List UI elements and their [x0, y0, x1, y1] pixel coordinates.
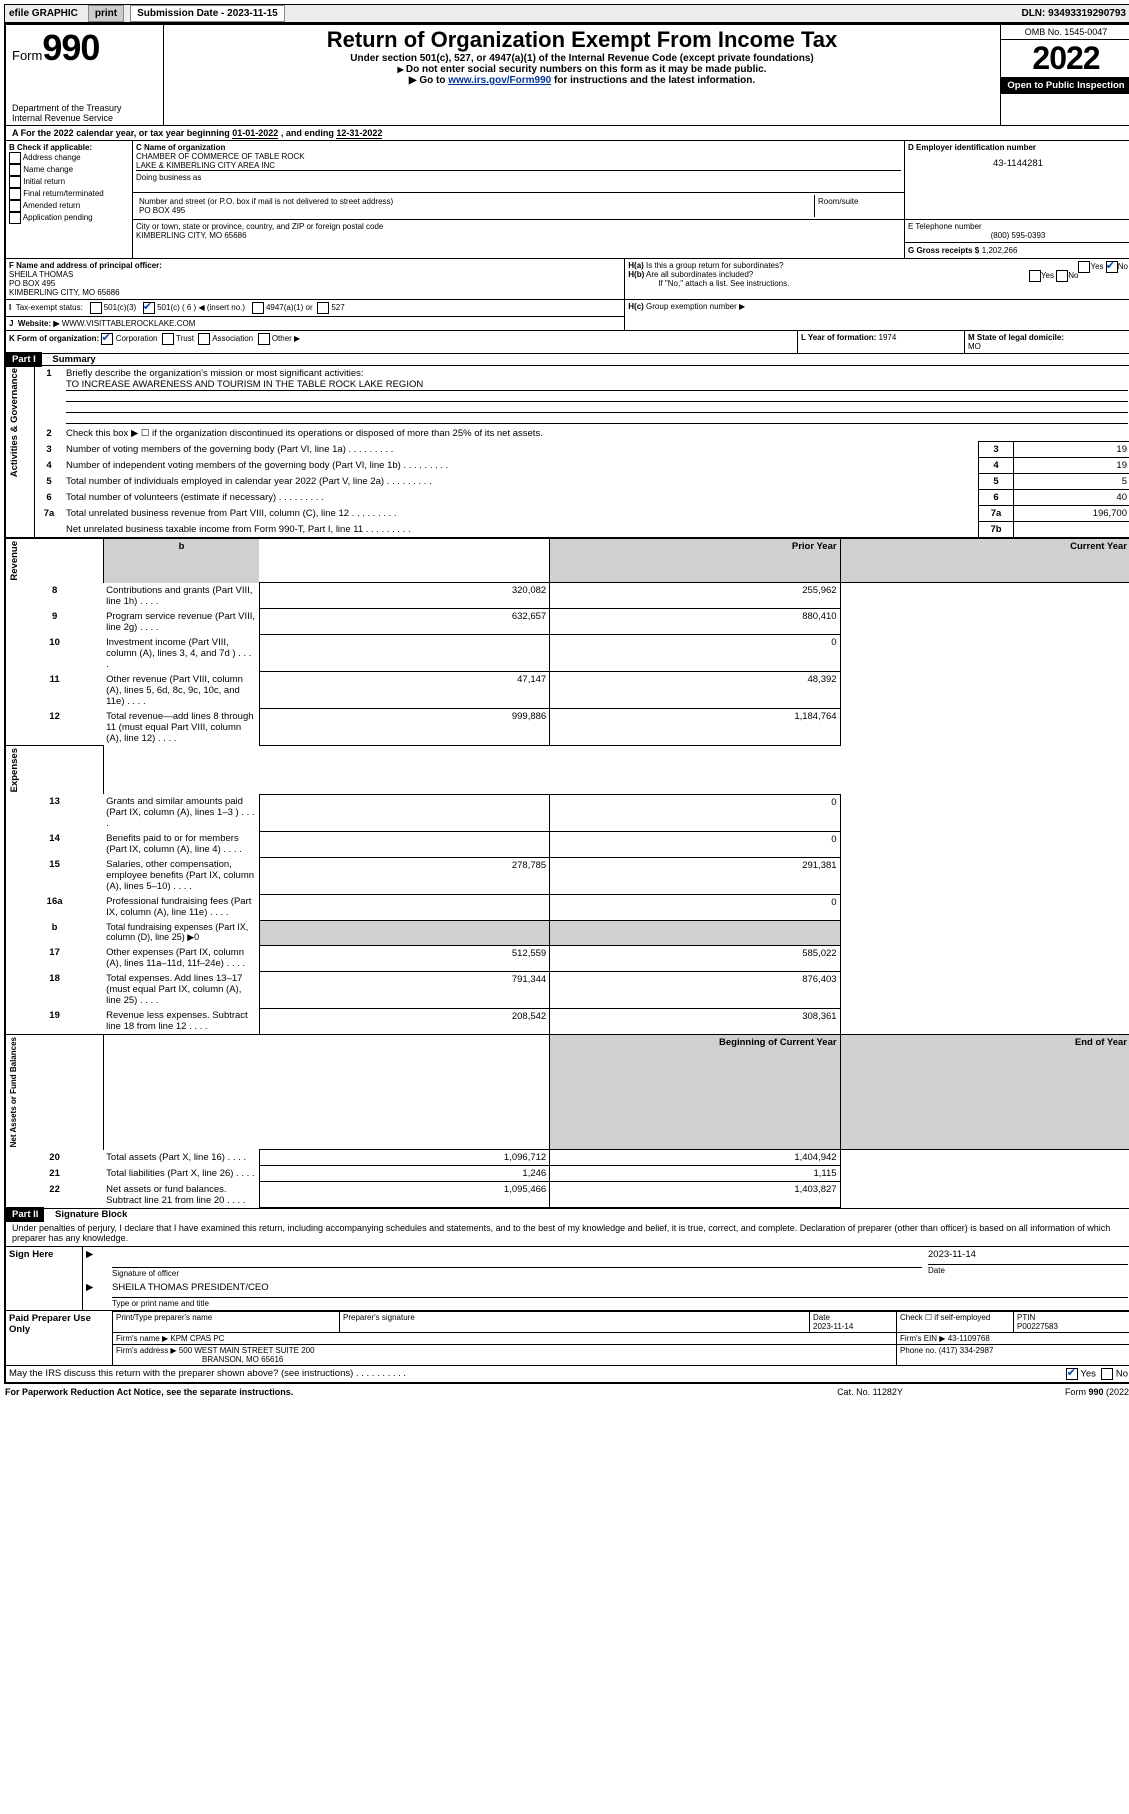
top-action-bar: efile GRAPHIC print Submission Date - 20… — [4, 4, 1129, 23]
signer-name: SHEILA THOMAS PRESIDENT/CEO — [112, 1282, 1128, 1293]
print-button[interactable]: print — [88, 5, 124, 22]
dln-label: DLN: 93493319290793 — [1021, 8, 1129, 19]
addr-value: PO BOX 495 — [139, 206, 811, 215]
form-title: Return of Organization Exempt From Incom… — [170, 27, 994, 53]
ein-value: 43-1144281 — [908, 152, 1128, 175]
form-container: Form990 Department of the Treasury Inter… — [4, 23, 1129, 1384]
officer-name: SHEILA THOMAS — [9, 270, 621, 279]
form-subtitle-2: Do not enter social security numbers on … — [170, 64, 994, 75]
submission-date: Submission Date - 2023-11-15 — [130, 5, 285, 22]
ecy-hdr: End of Year — [840, 1035, 1129, 1150]
q2: Check this box ▶ ☐ if the organization d… — [63, 426, 1129, 442]
sign-here-label: Sign Here — [6, 1247, 83, 1311]
phone-value: (800) 595-0393 — [908, 231, 1128, 240]
open-inspection: Open to Public Inspection — [1001, 77, 1129, 94]
city-label: City or town, state or province, country… — [136, 222, 901, 231]
dba-label: Doing business as — [136, 170, 901, 182]
date-label: Date — [928, 1264, 1128, 1275]
may-discuss: May the IRS discuss this return with the… — [6, 1366, 985, 1382]
room-label: Room/suite — [815, 195, 902, 217]
pp-ptin: PTINP00227583 — [1014, 1312, 1129, 1333]
city-value: KIMBERLING CITY, MO 65686 — [136, 231, 901, 240]
h-c: H(c) Group exemption number ▶ — [625, 300, 1129, 331]
pp-name-label: Print/Type preparer's name — [113, 1312, 340, 1333]
declaration: Under penalties of perjury, I declare th… — [6, 1220, 1129, 1247]
h-b: H(b) Are all subordinates included? Yes … — [628, 270, 1128, 279]
gross-receipts: 1,202,266 — [982, 246, 1018, 255]
prior-year-hdr: Prior Year — [550, 539, 840, 583]
firm-ein: Firm's EIN ▶ 43-1109768 — [897, 1333, 1129, 1345]
form-subtitle-3: ▶ Go to www.irs.gov/Form990 for instruct… — [170, 75, 994, 86]
g-label: G Gross receipts $ — [908, 246, 979, 255]
omb-label: OMB No. 1545-0047 — [1001, 25, 1129, 40]
form-label: Form990 — [12, 27, 157, 69]
part-2-header: Part II Signature Block — [6, 1208, 1129, 1220]
efile-label: efile GRAPHIC — [5, 6, 82, 21]
officer-addr2: KIMBERLING CITY, MO 65686 — [9, 288, 621, 297]
sidebar-netassets: Net Assets or Fund Balances — [9, 1037, 18, 1147]
org-name-1: CHAMBER OF COMMERCE OF TABLE ROCK — [136, 152, 901, 161]
may-discuss-answer: Yes No — [985, 1366, 1129, 1382]
f-label: F Name and address of principal officer: — [9, 261, 621, 270]
sig-label: Signature of officer — [112, 1267, 922, 1278]
section-a: A For the 2022 calendar year, or tax yea… — [6, 126, 1129, 141]
paid-preparer-label: Paid Preparer Use Only — [6, 1312, 113, 1366]
pra-notice: For Paperwork Reduction Act Notice, see … — [4, 1386, 769, 1398]
e-label: E Telephone number — [908, 222, 1128, 231]
signer-name-label: Type or print name and title — [112, 1297, 1128, 1308]
firm-phone: Phone no. (417) 334-2987 — [897, 1345, 1129, 1366]
c-name-label: C Name of organization — [136, 143, 901, 152]
section-j: J Website: ▶ WWW.VISITTABLEROCKLAKE.COM — [6, 317, 625, 331]
form-foot: Form 990 (2022) — [971, 1386, 1129, 1398]
form-number: 990 — [42, 27, 99, 68]
q1-value: TO INCREASE AWARENESS AND TOURISM IN THE… — [66, 379, 1128, 391]
part-1-header: Part I Summary — [6, 354, 1129, 366]
dept-label: Department of the Treasury — [12, 103, 157, 113]
firm-addr: Firm's address ▶ 500 WEST MAIN STREET SU… — [113, 1345, 897, 1366]
sign-date: 2023-11-14 — [928, 1249, 1128, 1260]
bcy-hdr: Beginning of Current Year — [550, 1035, 840, 1150]
pp-self-emp: Check ☐ if self-employed — [897, 1312, 1014, 1333]
firm-name: Firm's name ▶ KPM CPAS PC — [113, 1333, 897, 1345]
section-l: L Year of formation: 1974 — [798, 331, 965, 354]
addr-label: Number and street (or P.O. box if mail i… — [139, 197, 811, 206]
d-label: D Employer identification number — [908, 143, 1128, 152]
section-i: I Tax-exempt status: 501(c)(3) 501(c) ( … — [6, 300, 625, 317]
section-k: K Form of organization: Corporation Trus… — [6, 331, 798, 354]
officer-addr1: PO BOX 495 — [9, 279, 621, 288]
current-year-hdr: Current Year — [840, 539, 1129, 583]
tax-year: 2022 — [1001, 40, 1129, 77]
irs-label: Internal Revenue Service — [12, 113, 157, 123]
q1-label: Briefly describe the organization's miss… — [66, 368, 1128, 379]
sidebar-governance: Activities & Governance — [9, 368, 20, 477]
irs-link[interactable]: www.irs.gov/Form990 — [448, 75, 551, 86]
section-m: M State of legal domicile:MO — [965, 331, 1129, 354]
pp-sig-label: Preparer's signature — [340, 1312, 810, 1333]
org-name-2: LAKE & KIMBERLING CITY AREA INC — [136, 161, 901, 170]
h-a: H(a) Is this a group return for subordin… — [628, 261, 1128, 270]
section-b: B Check if applicable: Address change Na… — [6, 141, 133, 259]
sidebar-expenses: Expenses — [9, 748, 20, 792]
sidebar-revenue: Revenue — [9, 541, 20, 581]
cat-no: Cat. No. 11282Y — [769, 1386, 971, 1398]
form-subtitle-1: Under section 501(c), 527, or 4947(a)(1)… — [170, 53, 994, 64]
pp-date: Date2023-11-14 — [810, 1312, 897, 1333]
